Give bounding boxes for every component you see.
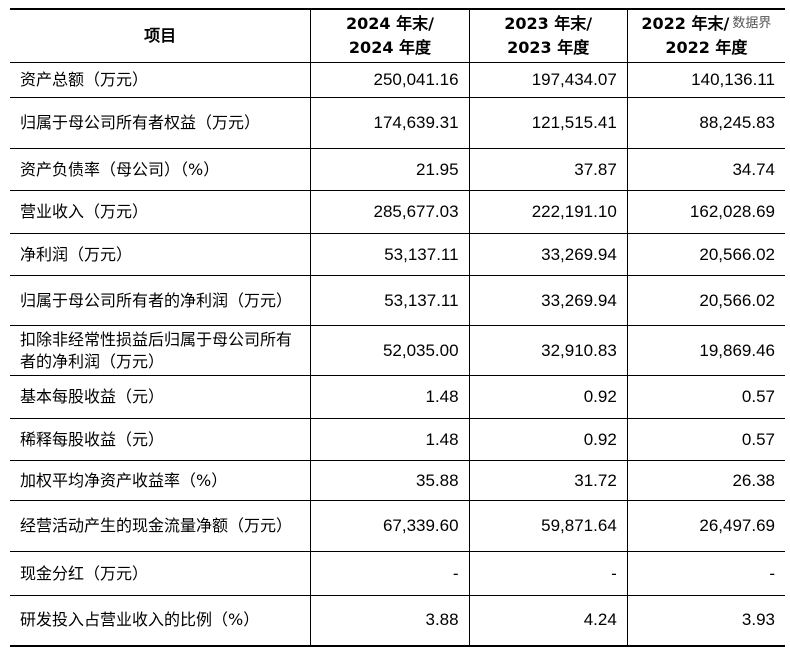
header-line: 2024 年度 xyxy=(348,38,432,57)
row-value: 222,191.10 xyxy=(468,190,628,234)
row-label: 营业收入（万元） xyxy=(10,190,312,234)
table-row: 研发投入占营业收入的比例（%） 3.88 4.24 3.93 xyxy=(10,595,785,647)
row-label: 研发投入占营业收入的比例（%） xyxy=(10,595,312,647)
table-row: 稀释每股收益（元） 1.48 0.92 0.57 xyxy=(10,418,785,461)
header-item: 项目 xyxy=(10,8,312,63)
row-value: 4.24 xyxy=(468,595,628,647)
row-label: 经营活动产生的现金流量净额（万元） xyxy=(10,500,312,552)
row-value: 162,028.69 xyxy=(626,190,785,234)
row-label: 现金分红（万元） xyxy=(10,551,312,596)
row-value: 33,269.94 xyxy=(468,275,628,326)
row-value: 20,566.02 xyxy=(626,275,785,326)
row-value: 0.92 xyxy=(468,418,628,461)
header-2024: 2024 年末/2024 年度 xyxy=(310,8,470,63)
table-row: 资产负债率（母公司）（%） 21.95 37.87 34.74 xyxy=(10,148,785,191)
row-label: 加权平均净资产收益率（%） xyxy=(10,460,312,501)
row-label: 净利润（万元） xyxy=(10,233,312,276)
row-value: 33,269.94 xyxy=(468,233,628,276)
row-value: 53,137.11 xyxy=(310,233,470,276)
row-value: 31.72 xyxy=(468,460,628,501)
row-value: - xyxy=(626,551,785,596)
row-value: 26,497.69 xyxy=(626,500,785,552)
header-2022: 2022 年末/数据界 2022 年度 xyxy=(626,8,785,63)
row-value: 67,339.60 xyxy=(310,500,470,552)
header-row: 项目 2024 年末/2024 年度 2023 年末/2023 年度 2022 … xyxy=(10,8,785,63)
table-row: 归属于母公司所有者的净利润（万元） 53,137.11 33,269.94 20,56… xyxy=(10,275,785,326)
row-value: 34.74 xyxy=(626,148,785,191)
table-row: 扣除非经常性损益后归属于母公司所有者的净利润（万元） 52,035.00 32,91… xyxy=(10,325,785,376)
header-line: 2023 年度 xyxy=(507,38,590,57)
row-value: 32,910.83 xyxy=(468,325,628,376)
row-value: 0.92 xyxy=(468,375,628,419)
row-value: 3.93 xyxy=(626,595,785,647)
row-value: 26.38 xyxy=(626,460,785,501)
header-line: 2024 年末/ xyxy=(346,14,434,33)
row-label: 归属于母公司所有者权益（万元） xyxy=(10,97,312,149)
row-value: 174,639.31 xyxy=(310,97,470,149)
watermark: 数据界 xyxy=(732,16,772,32)
row-value: 59,871.64 xyxy=(468,500,628,552)
row-label: 归属于母公司所有者的净利润（万元） xyxy=(10,275,312,326)
row-value: 3.88 xyxy=(310,595,470,647)
row-value: 1.48 xyxy=(310,375,470,419)
header-2023: 2023 年末/2023 年度 xyxy=(468,8,628,63)
header-line: 2022 年末/ xyxy=(641,13,730,33)
row-value: 197,434.07 xyxy=(468,62,628,98)
financial-table: 项目 2024 年末/2024 年度 2023 年末/2023 年度 2022 … xyxy=(10,8,785,647)
row-value: 53,137.11 xyxy=(310,275,470,326)
row-value: 121,515.41 xyxy=(468,97,628,149)
row-label: 资产总额（万元） xyxy=(10,62,312,98)
row-label: 扣除非经常性损益后归属于母公司所有者的净利润（万元） xyxy=(10,325,312,376)
row-value: 1.48 xyxy=(310,418,470,461)
table-row: 现金分红（万元） - - - xyxy=(10,551,785,596)
row-value: 285,677.03 xyxy=(310,190,470,234)
row-value: 0.57 xyxy=(626,375,785,419)
table-row: 基本每股收益（元） 1.48 0.92 0.57 xyxy=(10,375,785,419)
table-row: 加权平均净资产收益率（%） 35.88 31.72 26.38 xyxy=(10,460,785,501)
table-row: 净利润（万元） 53,137.11 33,269.94 20,566.02 xyxy=(10,233,785,276)
row-value: 52,035.00 xyxy=(310,325,470,376)
row-value: 37.87 xyxy=(468,148,628,191)
row-value: 19,869.46 xyxy=(626,325,785,376)
row-label: 资产负债率（母公司）（%） xyxy=(10,148,312,191)
row-value: 250,041.16 xyxy=(310,62,470,98)
row-value: 35.88 xyxy=(310,460,470,501)
row-value: - xyxy=(310,551,470,596)
row-label: 稀释每股收益（元） xyxy=(10,418,312,461)
row-value: 20,566.02 xyxy=(626,233,785,276)
row-value: 88,245.83 xyxy=(626,97,785,149)
row-value: 21.95 xyxy=(310,148,470,191)
row-value: 140,136.11 xyxy=(626,62,785,98)
table-row: 资产总额（万元） 250,041.16 197,434.07 140,136.11 xyxy=(10,62,785,98)
row-value: - xyxy=(468,551,628,596)
header-line: 2022 年度 xyxy=(665,38,748,58)
table-row: 营业收入（万元） 285,677.03 222,191.10 162,028.69 xyxy=(10,190,785,234)
header-line: 2023 年末/ xyxy=(504,14,593,33)
table-row: 归属于母公司所有者权益（万元） 174,639.31 121,515.41 88,24… xyxy=(10,97,785,149)
row-label: 基本每股收益（元） xyxy=(10,375,312,419)
row-value: 0.57 xyxy=(626,418,785,461)
table-row: 经营活动产生的现金流量净额（万元） 67,339.60 59,871.64 26,49… xyxy=(10,500,785,552)
